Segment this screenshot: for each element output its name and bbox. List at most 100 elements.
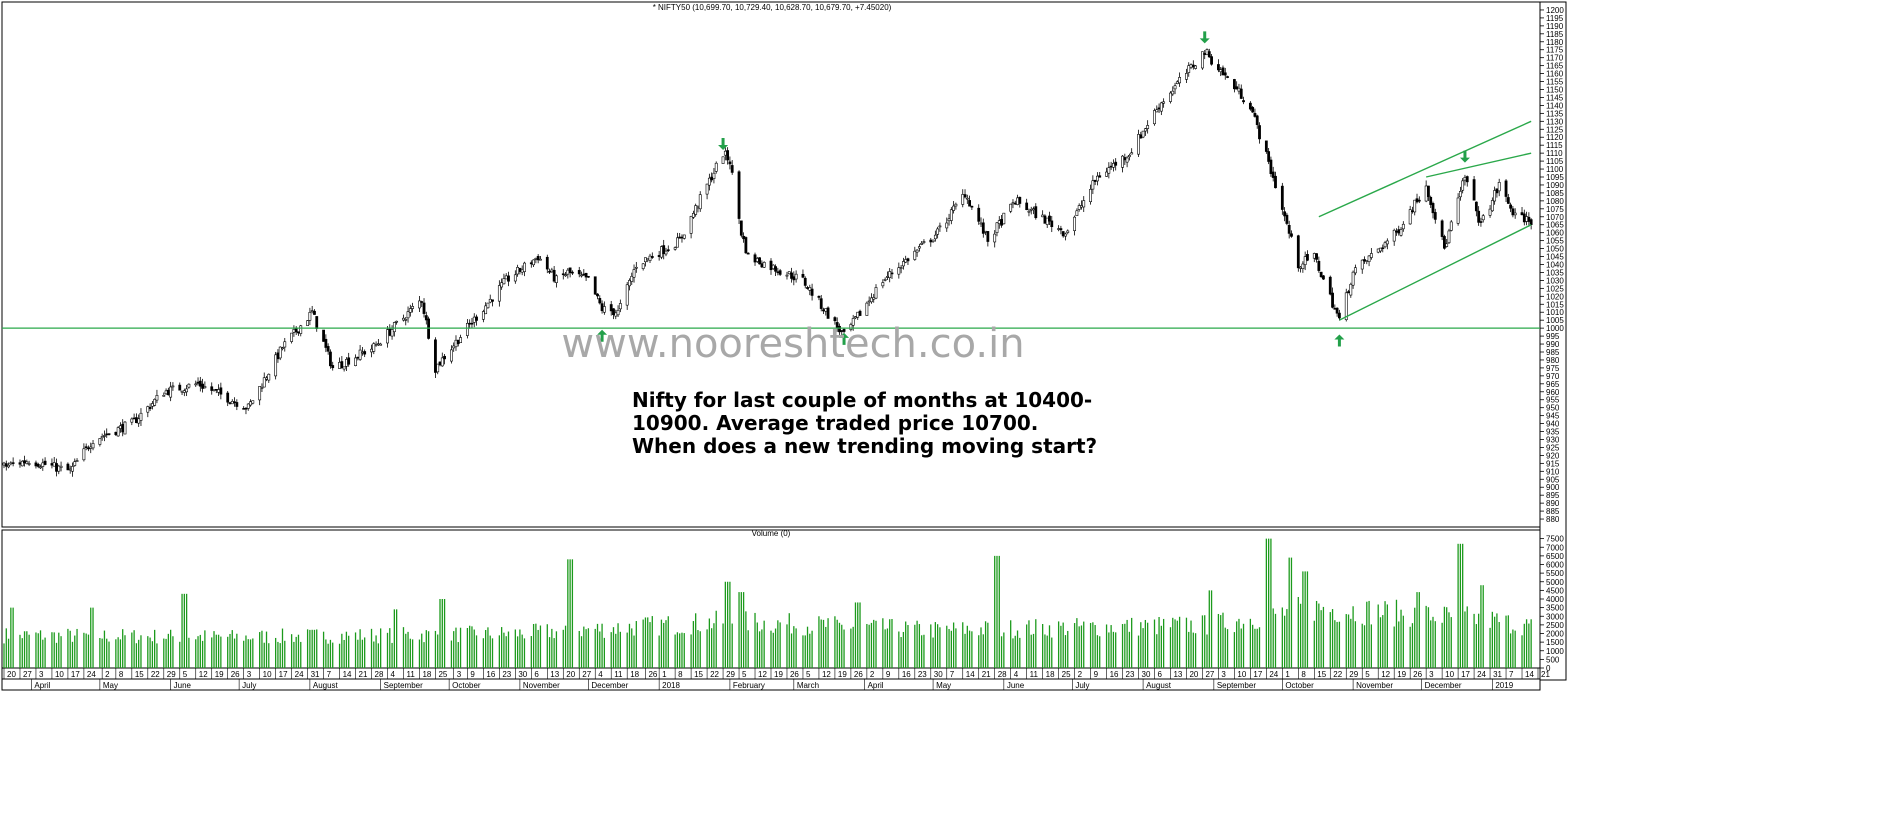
candle-body (153, 399, 157, 406)
candle-body (164, 390, 168, 395)
month-label: July (242, 681, 256, 690)
candle-body (867, 300, 871, 303)
candle-body (968, 200, 971, 207)
price-tick-label: 1125 (1546, 125, 1564, 134)
month-label: June (174, 681, 192, 690)
candle-body (265, 377, 268, 380)
candle-body (1488, 208, 1492, 216)
candle-body (1173, 85, 1177, 90)
candle-body (1347, 291, 1350, 293)
candle-body (520, 269, 524, 273)
candle-body (787, 271, 791, 275)
candle-body (1093, 179, 1097, 182)
candle-body (1443, 236, 1446, 249)
candle-body (370, 348, 373, 353)
candle-body (1009, 203, 1013, 212)
price-tick-label: 1090 (1546, 181, 1564, 190)
day-tick-label: 24 (1477, 670, 1486, 679)
candle-body (657, 255, 661, 257)
day-tick-label: 25 (1062, 670, 1071, 679)
price-tick-label: 1140 (1546, 101, 1564, 110)
volume-tick-label: 500 (1546, 655, 1560, 664)
price-tick-label: 940 (1546, 420, 1560, 429)
candle-body (1427, 185, 1430, 197)
candle-body (235, 402, 239, 407)
candle-body (1057, 228, 1061, 230)
day-tick-label: 17 (71, 670, 80, 679)
candle-body (723, 150, 727, 156)
candle-body (134, 417, 138, 424)
day-tick-label: 18 (422, 670, 431, 679)
day-tick-label: 7 (950, 670, 955, 679)
volume-tick-label: 5000 (1546, 578, 1564, 587)
arrow-up-icon (839, 332, 850, 345)
candle-body (9, 462, 13, 465)
candle-body (71, 466, 74, 472)
candle-body (1497, 182, 1501, 192)
candle-body (689, 216, 693, 234)
price-tick-label: 935 (1546, 428, 1560, 437)
month-label: November (1356, 681, 1393, 690)
candle-body (949, 209, 953, 221)
day-tick-label: 1 (662, 670, 667, 679)
candle-body (1338, 312, 1341, 319)
day-tick-label: 21 (359, 670, 368, 679)
day-tick-label: 23 (918, 670, 927, 679)
candle-body (169, 386, 173, 398)
month-label: September (1217, 681, 1256, 690)
candle-body (586, 275, 590, 278)
candle-body (214, 388, 218, 391)
day-tick-label: 8 (1301, 670, 1306, 679)
candle-body (548, 270, 551, 273)
price-tick-label: 1015 (1546, 300, 1564, 309)
candle-body (507, 275, 510, 282)
candle-body (755, 258, 759, 262)
price-tick-label: 1175 (1546, 46, 1564, 55)
price-tick-label: 1105 (1546, 157, 1564, 166)
candle-body (580, 274, 583, 277)
day-tick-label: 19 (215, 670, 224, 679)
candle-body (1383, 242, 1387, 248)
candle-body (324, 338, 328, 348)
candle-body (931, 239, 935, 242)
candle-body (491, 299, 494, 302)
candle-body (306, 320, 310, 326)
candle-body (1408, 209, 1412, 225)
candle-body (593, 276, 597, 295)
candle-body (849, 324, 853, 330)
candle-body (194, 383, 198, 386)
candle-body (1299, 266, 1302, 269)
candle-body (82, 448, 86, 461)
candle-body (1401, 223, 1405, 230)
price-y-axis: 8808858908959009059109159209259309359409… (1540, 6, 1564, 524)
candle-body (36, 464, 40, 467)
candle-body (123, 421, 127, 435)
price-chart-title: * NIFTY50 (10,699.70, 10,729.40, 10,628.… (653, 3, 892, 12)
day-tick-label: 5 (806, 670, 811, 679)
candle-body (484, 305, 488, 315)
day-tick-label: 2 (870, 670, 875, 679)
candle-body (602, 306, 606, 313)
day-tick-label: 5 (183, 670, 188, 679)
candle-body (995, 222, 999, 233)
day-tick-label: 8 (119, 670, 124, 679)
candle-body (57, 465, 61, 472)
candle-body (1189, 64, 1193, 68)
candle-body (73, 461, 77, 466)
candle-body (75, 460, 79, 462)
candle-body (1506, 197, 1510, 204)
candle-body (1479, 221, 1483, 223)
candle-body (726, 150, 730, 161)
candle-body (1253, 113, 1257, 117)
candle-body (1139, 134, 1143, 139)
candle-body (682, 234, 686, 239)
annotation-line-2: 10900. Average traded price 10700. (632, 411, 1038, 435)
candle-body (242, 408, 246, 410)
candle-body (1458, 191, 1462, 198)
candle-body (233, 401, 236, 404)
candle-body (130, 418, 134, 423)
day-tick-label: 1 (1285, 670, 1290, 679)
candle-body (712, 172, 716, 179)
candle-body (906, 258, 910, 262)
month-label: 2019 (1495, 681, 1513, 690)
